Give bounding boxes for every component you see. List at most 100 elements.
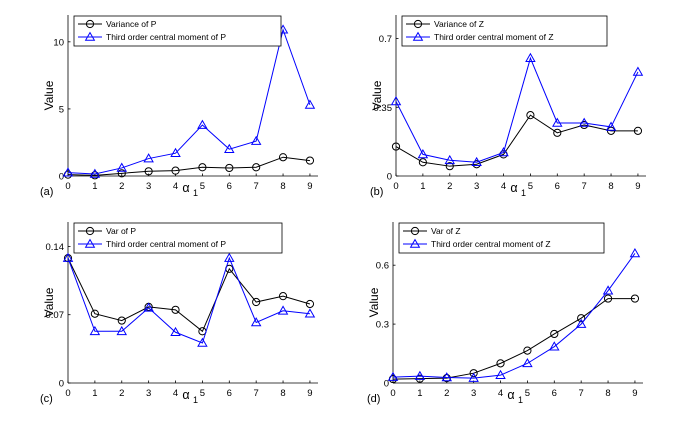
- data-point: [629, 248, 641, 258]
- y-tick-label: 0: [59, 172, 64, 183]
- series-line-1: [67, 156, 310, 176]
- data-point: [603, 294, 613, 303]
- legend-marker: [84, 238, 96, 248]
- x-tick-label: 4: [501, 181, 506, 192]
- data-point: [198, 163, 207, 172]
- legend-marker: [409, 238, 421, 248]
- data-point: [62, 167, 74, 177]
- data-point: [471, 156, 482, 167]
- y-tick-label: 0: [384, 379, 389, 390]
- data-point: [387, 371, 399, 381]
- data-point: [143, 302, 154, 312]
- y-tick-label: 0.14: [46, 242, 65, 253]
- x-tick-label: 9: [632, 388, 637, 399]
- x-tick-label: 5: [525, 388, 530, 399]
- data-point: [197, 337, 208, 347]
- data-point: [305, 156, 315, 165]
- data-point: [117, 316, 126, 325]
- legend-box: [401, 15, 608, 47]
- data-point: [250, 135, 262, 145]
- x-tick-label: 0: [65, 181, 70, 192]
- data-point: [171, 166, 180, 175]
- legend-label: Variance of Z: [434, 19, 484, 29]
- x-tick-label: 5: [200, 181, 205, 192]
- x-tick-label: 4: [173, 388, 178, 399]
- y-axis-label: Value: [42, 287, 56, 317]
- x-tick-label: 1: [417, 388, 422, 399]
- data-point: [630, 294, 640, 303]
- data-point: [89, 168, 101, 178]
- series-line-2: [392, 253, 636, 379]
- x-tick-label: 6: [227, 181, 232, 192]
- y-tick-label: 10: [53, 37, 64, 48]
- x-tick-label: 0: [65, 388, 70, 399]
- panel-label: (a): [40, 186, 53, 198]
- x-axis-label-subscript: 1: [518, 395, 523, 405]
- data-point: [304, 99, 316, 109]
- data-point: [117, 169, 126, 178]
- x-axis-label-subscript: 1: [521, 188, 526, 198]
- data-point: [602, 285, 614, 295]
- data-point: [252, 163, 261, 172]
- data-point: [469, 369, 478, 378]
- data-point: [170, 326, 181, 337]
- y-tick-label: 0.7: [379, 34, 392, 45]
- data-point: [418, 158, 427, 167]
- legend-marker: [412, 31, 424, 41]
- y-tick-label: 0: [59, 379, 64, 390]
- y-tick-label: 0.3: [376, 320, 389, 331]
- x-axis-label-subscript: 1: [193, 188, 198, 198]
- data-point: [523, 346, 532, 355]
- data-point: [197, 119, 208, 129]
- data-point: [278, 153, 288, 162]
- x-tick-label: 2: [444, 388, 449, 399]
- data-point: [250, 317, 262, 327]
- y-tick-label: 5: [59, 104, 64, 115]
- data-point: [605, 121, 617, 131]
- legend-marker: [85, 19, 95, 29]
- panel-label: (c): [40, 393, 53, 405]
- y-axis-label: Value: [367, 287, 381, 317]
- y-axis-label: Value: [370, 80, 384, 110]
- y-tick-label: 0.6: [376, 261, 389, 272]
- data-point: [304, 308, 316, 318]
- data-point: [224, 252, 235, 262]
- x-tick-label: 3: [146, 181, 151, 192]
- x-tick-label: 7: [582, 181, 587, 192]
- data-point: [390, 95, 402, 106]
- legend-box: [398, 222, 605, 254]
- series-line-1: [67, 257, 311, 333]
- series-line-1: [395, 114, 638, 167]
- data-point: [305, 299, 315, 309]
- data-point: [553, 128, 562, 137]
- x-tick-label: 3: [146, 388, 151, 399]
- x-tick-label: 1: [92, 388, 97, 399]
- panel-label: (d): [367, 393, 380, 405]
- x-tick-label: 7: [254, 388, 259, 399]
- series-line-2: [67, 28, 311, 175]
- legend-label: Third order central moment of Z: [434, 32, 554, 42]
- data-point: [170, 147, 181, 157]
- data-point: [417, 148, 429, 159]
- x-tick-label: 7: [254, 181, 259, 192]
- x-tick-label: 5: [200, 388, 205, 399]
- legend-box: [73, 15, 282, 47]
- x-tick-label: 5: [528, 181, 533, 192]
- legend-marker: [410, 226, 420, 236]
- legend-label: Third order central moment of P: [106, 32, 226, 42]
- data-point: [632, 66, 644, 76]
- data-point: [575, 318, 587, 328]
- x-tick-label: 7: [579, 388, 584, 399]
- x-axis-label: α: [182, 388, 189, 402]
- data-point: [522, 357, 533, 368]
- x-tick-label: 3: [474, 181, 479, 192]
- x-tick-label: 2: [119, 181, 124, 192]
- panel-label: (b): [370, 186, 383, 198]
- x-tick-label: 8: [608, 181, 613, 192]
- x-tick-label: 4: [173, 181, 178, 192]
- x-tick-label: 6: [227, 388, 232, 399]
- x-tick-label: 9: [635, 181, 640, 192]
- x-tick-label: 9: [307, 388, 312, 399]
